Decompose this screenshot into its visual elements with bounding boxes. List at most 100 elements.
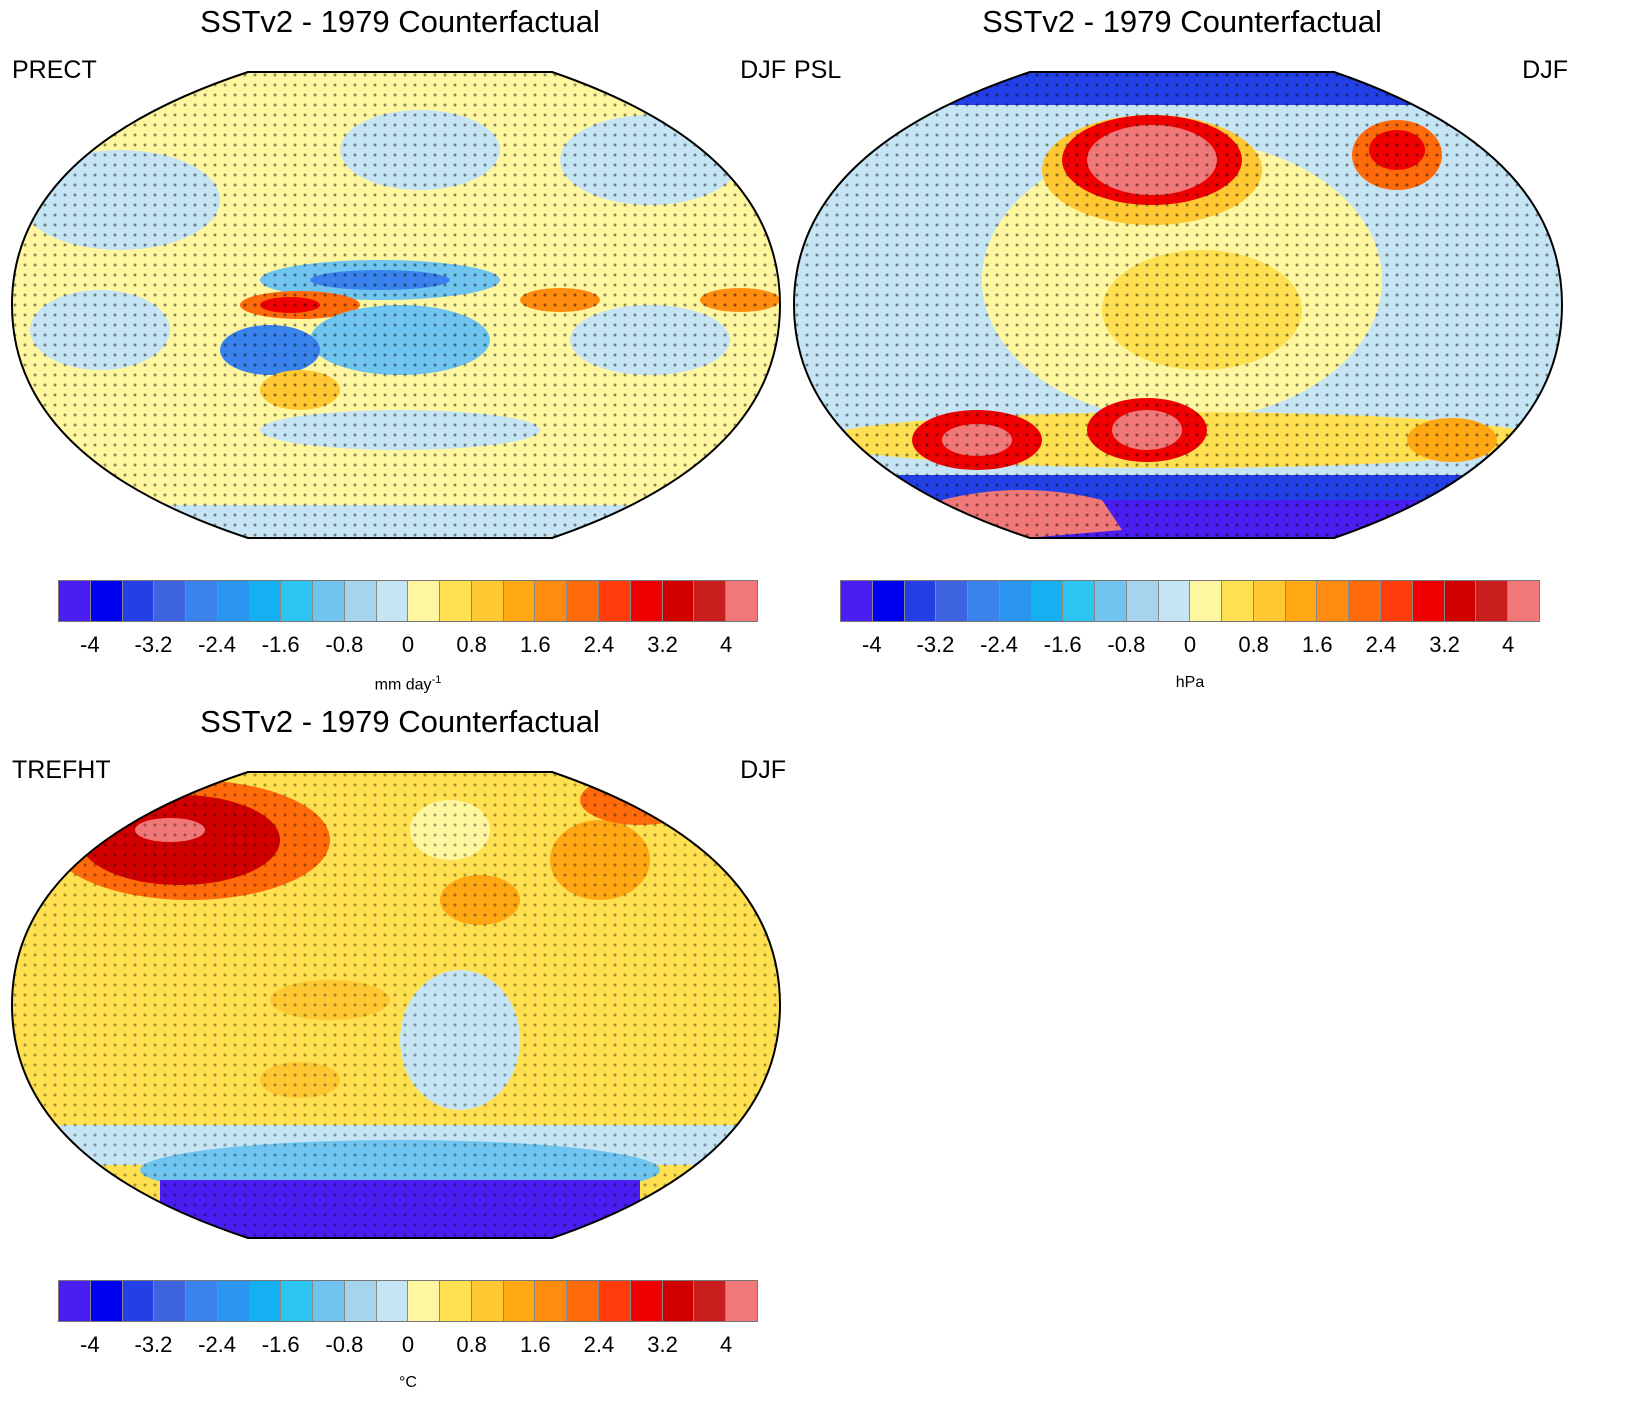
colorbar-tick-label: -4 — [862, 632, 882, 657]
colorbar-tick-label: 4 — [1502, 632, 1515, 657]
colorbar-tick-label: -1.6 — [261, 1332, 300, 1357]
panel-prect: SSTv2 - 1979 Counterfactual PRECT DJF — [0, 0, 800, 693]
colorbar-tick-label: -0.8 — [1107, 632, 1146, 657]
colorbar-segment — [313, 581, 345, 621]
colorbar-segment — [1063, 581, 1096, 621]
units-label: mm day-1 — [58, 674, 758, 694]
colorbar-ticks: -4 -3.2 -2.4 -1.6 -0.8 0 0.8 1.6 2.4 3.2 4 — [840, 632, 1540, 662]
colorbar-tick-label: 4 — [720, 632, 733, 657]
colorbar-segment — [662, 1281, 695, 1321]
colorbar-tick-label: -4 — [80, 632, 100, 657]
colorbar-segment — [186, 581, 218, 621]
colorbar-segment — [1222, 581, 1254, 621]
colorbar-segment — [872, 581, 905, 621]
colorbar-segment — [154, 1281, 187, 1321]
colorbar-tick-label: 3.2 — [1429, 632, 1460, 657]
colorbar-tick-label: -1.6 — [261, 632, 300, 657]
colorbar-tick-label: 0 — [401, 632, 415, 657]
panel-trefht: SSTv2 - 1979 Counterfactual TREFHT DJF -… — [0, 700, 800, 1392]
colorbar-segment — [999, 581, 1032, 621]
panel-title: SSTv2 - 1979 Counterfactual — [982, 4, 1382, 39]
colorbar-segment — [90, 1281, 123, 1321]
colorbar-segment — [662, 581, 695, 621]
colorbar-tick-label: 2.4 — [583, 632, 615, 657]
colorbar-segment — [217, 1281, 250, 1321]
colorbar-tick-label: 2.4 — [583, 1332, 615, 1357]
colorbar-tick-label: -0.8 — [325, 1332, 364, 1357]
panel-title: SSTv2 - 1979 Counterfactual — [200, 704, 600, 739]
colorbar — [840, 580, 1540, 622]
map-psl — [792, 71, 1564, 539]
colorbar-segment — [408, 1281, 441, 1321]
colorbar-segment — [630, 581, 663, 621]
units-label: hPa — [840, 674, 1540, 692]
colorbar-segment — [599, 1281, 631, 1321]
colorbar-segment — [567, 1281, 600, 1321]
colorbar-segment — [281, 1281, 314, 1321]
colorbar-tick-label: 3.2 — [647, 1332, 678, 1357]
colorbar-tick-label: -1.6 — [1043, 632, 1082, 657]
colorbar-segment — [1285, 581, 1318, 621]
units-superscript: -1 — [431, 674, 442, 686]
colorbar-tick-label: 1.6 — [519, 632, 551, 657]
colorbar-segment — [567, 581, 600, 621]
colorbar-segment — [1444, 581, 1477, 621]
colorbar-segment — [503, 1281, 536, 1321]
colorbar-segment — [726, 581, 757, 621]
colorbar-tick-label: -3.2 — [916, 632, 955, 657]
colorbar-segment — [344, 1281, 377, 1321]
colorbar-tick-label: -2.4 — [198, 1332, 237, 1357]
colorbar-segment — [1031, 581, 1064, 621]
colorbar-segment — [535, 1281, 568, 1321]
map-prect — [10, 71, 782, 539]
colorbar-segment — [936, 581, 969, 621]
colorbar-segment — [968, 581, 1000, 621]
map-trefht — [10, 771, 782, 1239]
colorbar-segment — [90, 581, 123, 621]
colorbar-segment — [281, 581, 314, 621]
variable-label: PSL — [794, 56, 842, 84]
colorbar-segment — [1381, 581, 1413, 621]
colorbar — [58, 1280, 758, 1322]
colorbar-segment — [1476, 581, 1509, 621]
colorbar-tick-label: -0.8 — [325, 632, 364, 657]
colorbar-segment — [376, 581, 409, 621]
colorbar-segment — [630, 1281, 663, 1321]
colorbar-segment — [154, 581, 187, 621]
variable-label: PRECT — [12, 56, 97, 84]
season-label: DJF — [740, 56, 786, 84]
colorbar-segment — [440, 1281, 472, 1321]
colorbar-segment — [344, 581, 377, 621]
colorbar-segment — [1317, 581, 1350, 621]
colorbar-segment — [1253, 581, 1286, 621]
colorbar-segment — [471, 1281, 504, 1321]
units-text: hPa — [1175, 674, 1205, 691]
colorbar-segment — [440, 581, 472, 621]
colorbar-segment — [1158, 581, 1191, 621]
colorbar-segment — [217, 581, 250, 621]
colorbar-segment — [904, 581, 937, 621]
colorbar-segment — [249, 581, 282, 621]
units-label: °C — [58, 1374, 758, 1392]
colorbar-segment — [122, 1281, 155, 1321]
colorbar-segment — [535, 581, 568, 621]
colorbar-segment — [249, 1281, 282, 1321]
colorbar-tick-label: -2.4 — [980, 632, 1019, 657]
colorbar-segment — [1095, 581, 1127, 621]
colorbar-segment — [841, 581, 873, 621]
colorbar-tick-label: 0.8 — [1238, 632, 1269, 657]
colorbar-tick-label: 0 — [401, 1332, 415, 1357]
colorbar-segment — [1508, 581, 1539, 621]
colorbar-segment — [694, 581, 727, 621]
colorbar — [58, 580, 758, 622]
season-label: DJF — [1522, 56, 1568, 84]
colorbar-segment — [1126, 581, 1159, 621]
colorbar-tick-label: 1.6 — [1301, 632, 1333, 657]
panel-psl: SSTv2 - 1979 Counterfactual PSL DJF — [782, 0, 1582, 692]
colorbar-segment — [599, 581, 631, 621]
colorbar-segment — [1412, 581, 1445, 621]
colorbar-tick-label: 0.8 — [456, 1332, 487, 1357]
colorbar-segment — [726, 1281, 757, 1321]
colorbar-tick-label: 0.8 — [456, 632, 487, 657]
units-text: °C — [399, 1374, 417, 1391]
